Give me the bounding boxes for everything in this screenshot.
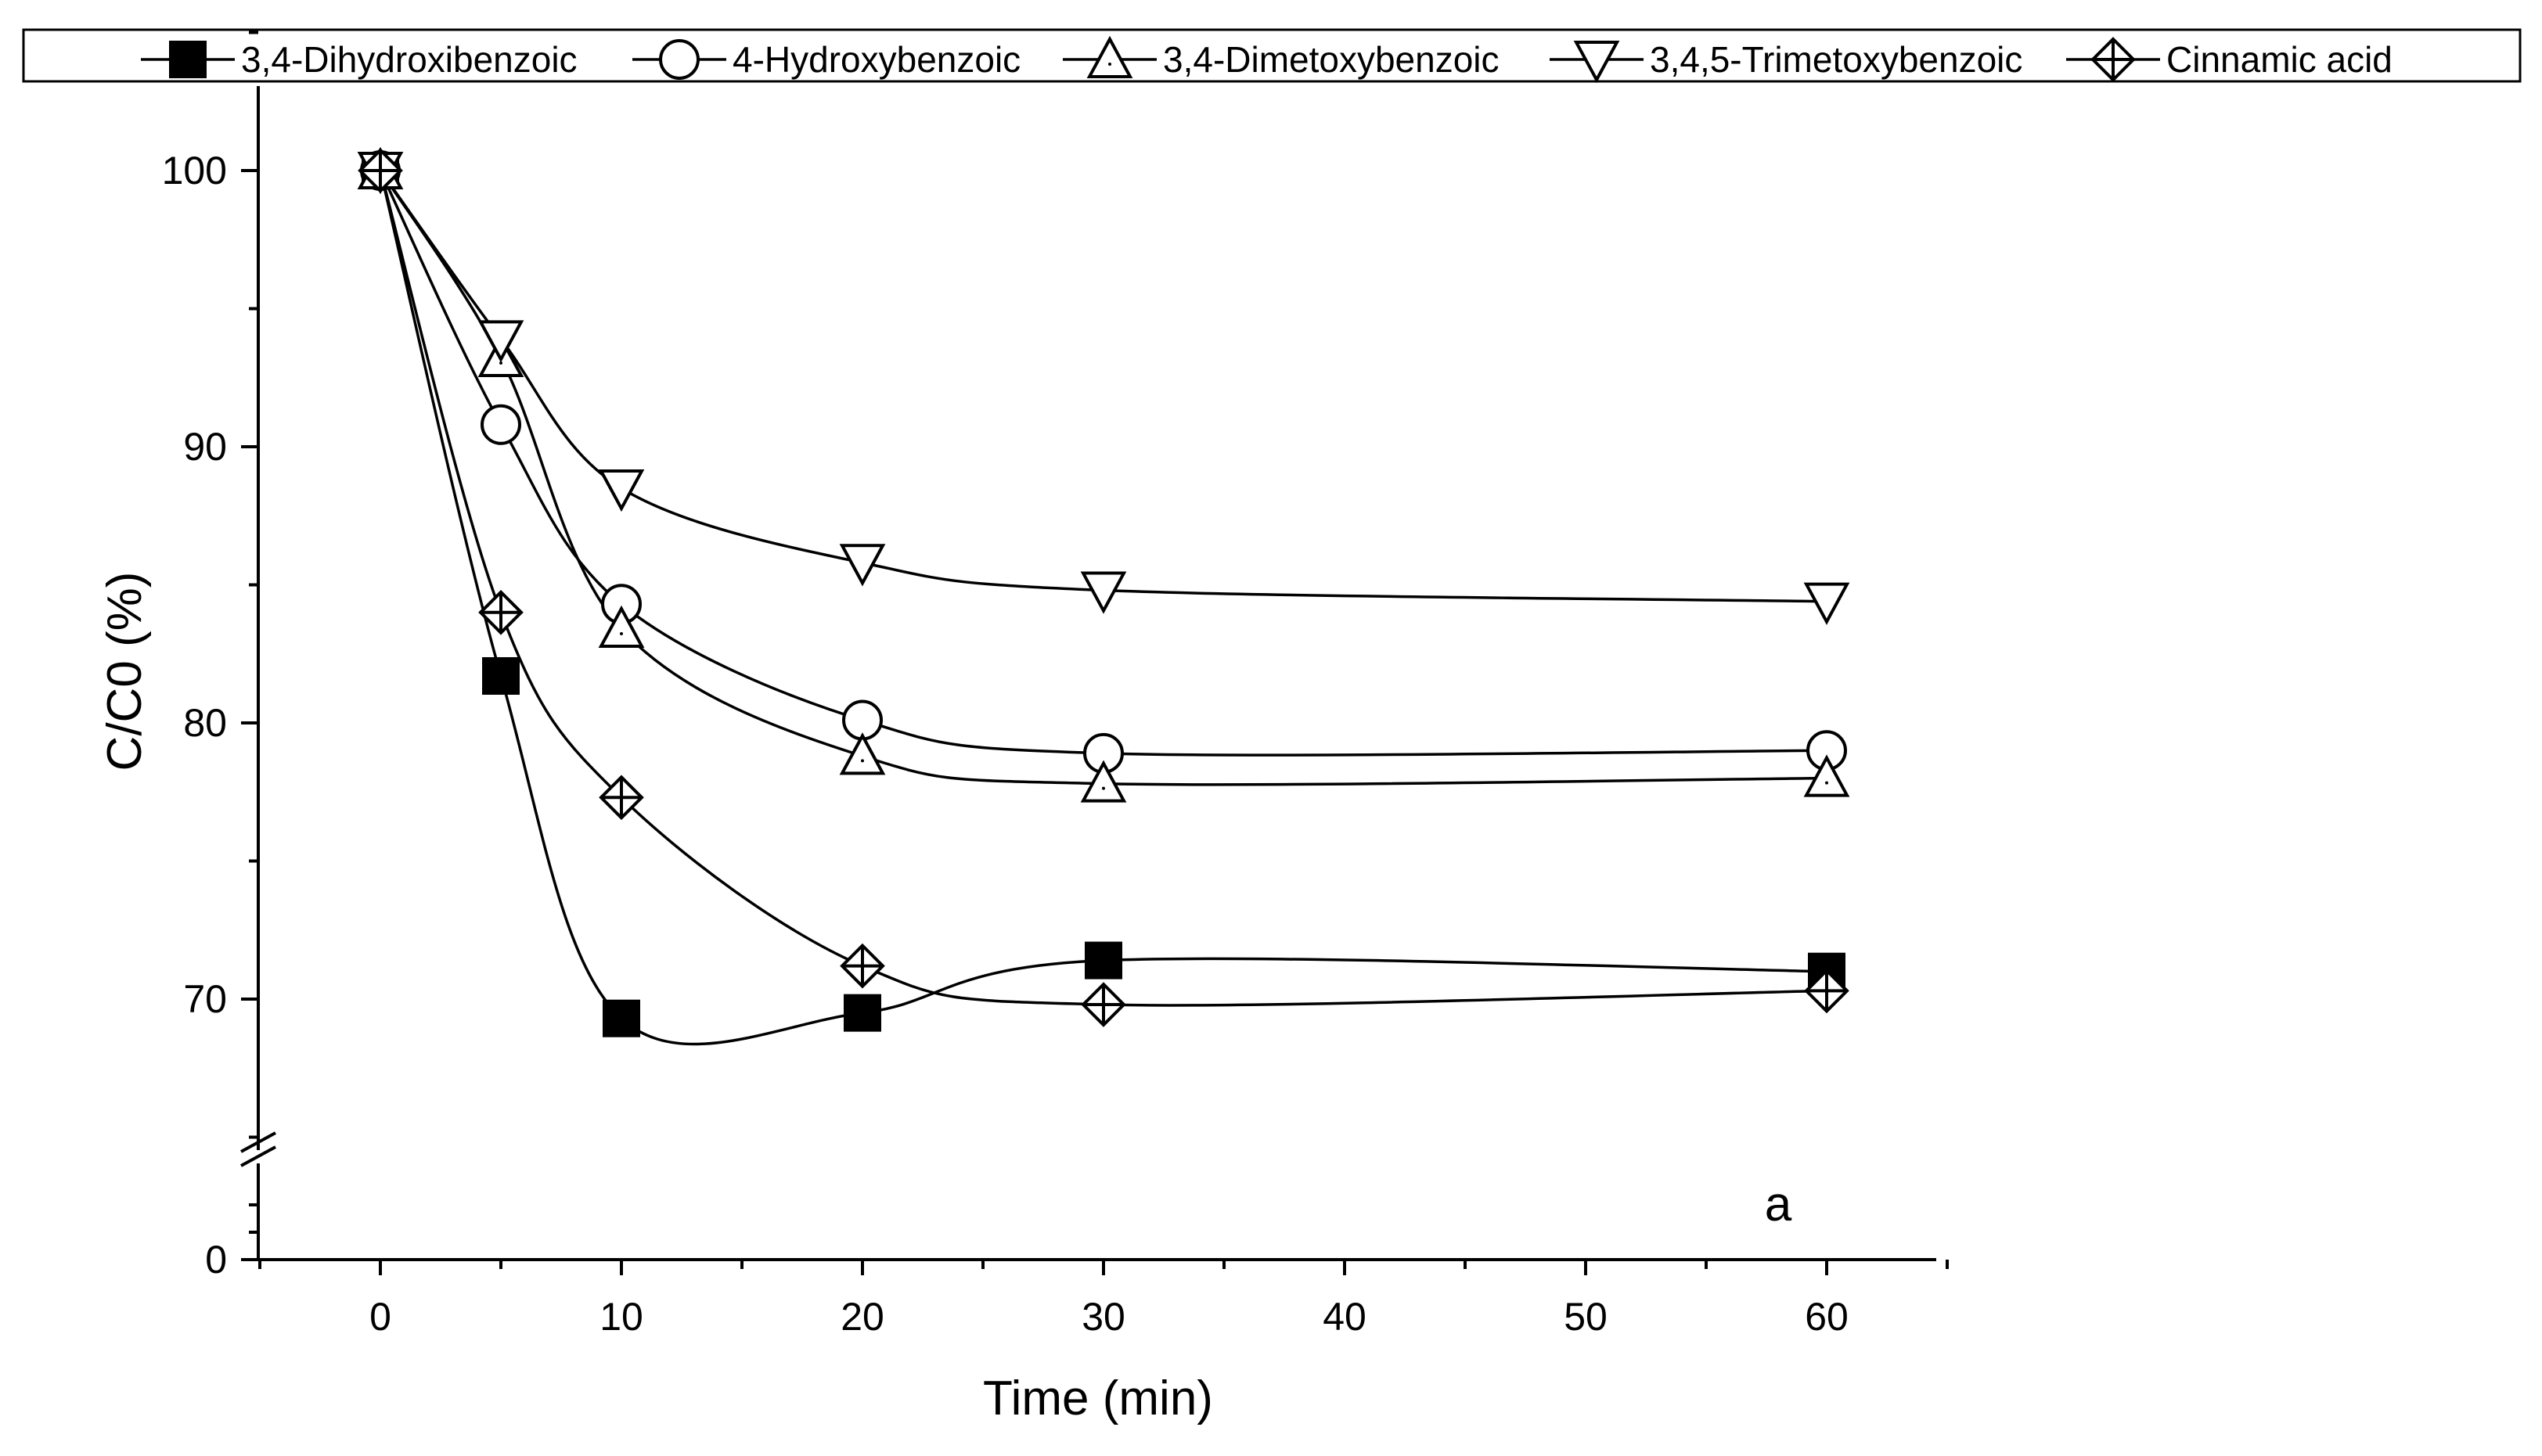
- data-point-series-4: [1803, 582, 1850, 625]
- data-point-series-3: [1080, 760, 1127, 803]
- data-point-series-5: [1081, 982, 1126, 1027]
- data-point-series-2: [481, 404, 521, 445]
- legend-label: 3,4-Dimetoxybenzoic: [1163, 39, 1500, 80]
- legend-entry: Cinnamic acid: [2066, 37, 2393, 82]
- y-tick-label: 80: [183, 701, 227, 745]
- x-tick-label: 30: [1082, 1295, 1125, 1339]
- x-tick-label: 10: [599, 1295, 643, 1339]
- legend-label: Cinnamic acid: [2166, 39, 2393, 80]
- legend-items: 3,4-Dihydroxibenzoic 4-Hydroxybenzoic 3,4-…: [141, 35, 2393, 84]
- series-line-1: [379, 170, 1827, 1046]
- y-axis-break-mark: [240, 1131, 276, 1153]
- legend-entry: 3,4,5-Trimetoxybenzoic: [1550, 39, 2022, 84]
- y-tick-label: 0: [205, 1238, 227, 1282]
- legend-marker: [2090, 37, 2136, 82]
- data-point-series-5: [1804, 968, 1849, 1014]
- x-axis-title: Time (min): [983, 1372, 1213, 1425]
- legend-marker: [1086, 35, 1133, 78]
- data-point-series-5: [358, 148, 403, 193]
- series-line-4: [379, 169, 1827, 603]
- series-line-3: [379, 170, 1827, 786]
- data-point-series-4: [477, 320, 524, 363]
- series-line-2: [379, 170, 1827, 757]
- data-point-series-5: [599, 775, 644, 821]
- y-axis-title: C/C0 (%): [98, 572, 152, 771]
- x-ticks: 0 10 20 30 40 50 60: [258, 1260, 1949, 1339]
- data-point-series-1: [603, 999, 640, 1037]
- legend-marker: [659, 39, 700, 80]
- x-tick-label: 20: [841, 1295, 884, 1339]
- legend-marker: [169, 41, 207, 78]
- data-point-series-5: [840, 943, 885, 989]
- data-point-series-3: [839, 732, 886, 775]
- x-tick-label: 60: [1805, 1295, 1849, 1339]
- legend-label: 4-Hydroxybenzoic: [733, 39, 1021, 80]
- legend-marker: [1573, 41, 1620, 84]
- panel-label: a: [1765, 1177, 1792, 1231]
- y-axis-break-marks: [240, 1131, 276, 1167]
- x-tick-label: 50: [1564, 1295, 1608, 1339]
- data-point-series-1: [1085, 941, 1122, 980]
- x-tick-label: 40: [1323, 1295, 1366, 1339]
- legend-entry: 3,4-Dimetoxybenzoic: [1063, 35, 1500, 80]
- data-point-series-3: [598, 605, 645, 648]
- data-point-series-1: [844, 994, 881, 1032]
- legend-label: 3,4,5-Trimetoxybenzoic: [1650, 39, 2022, 80]
- y-tick-label: 70: [183, 977, 227, 1021]
- y-tick-label: 100: [162, 149, 227, 192]
- data-point-series-4: [1080, 571, 1127, 614]
- axes: 0 10 20 30 40 50 60 0 70 80 90 100 Time (min) C/C0…: [98, 31, 1949, 1425]
- y-axis-break-mark: [240, 1145, 276, 1167]
- y-tick-label: 90: [183, 425, 227, 469]
- series-markers: [357, 146, 1850, 1037]
- legend-label: 3,4-Dihydroxibenzoic: [241, 39, 578, 80]
- data-point-series-1: [482, 656, 520, 695]
- data-point-series-4: [598, 469, 645, 512]
- y-ticks: 0 70 80 90 100: [162, 31, 258, 1282]
- series-line-5: [379, 170, 1827, 1007]
- data-point-series-4: [839, 544, 886, 587]
- x-tick-label: 0: [369, 1295, 391, 1339]
- legend-entry: 4-Hydroxybenzoic: [632, 39, 1021, 80]
- data-point-series-3: [1803, 754, 1850, 797]
- legend-entry: 3,4-Dihydroxibenzoic: [141, 39, 578, 80]
- data-point-series-5: [478, 589, 524, 635]
- legend: 3,4-Dihydroxibenzoic 4-Hydroxybenzoic 3,4-…: [22, 28, 2522, 84]
